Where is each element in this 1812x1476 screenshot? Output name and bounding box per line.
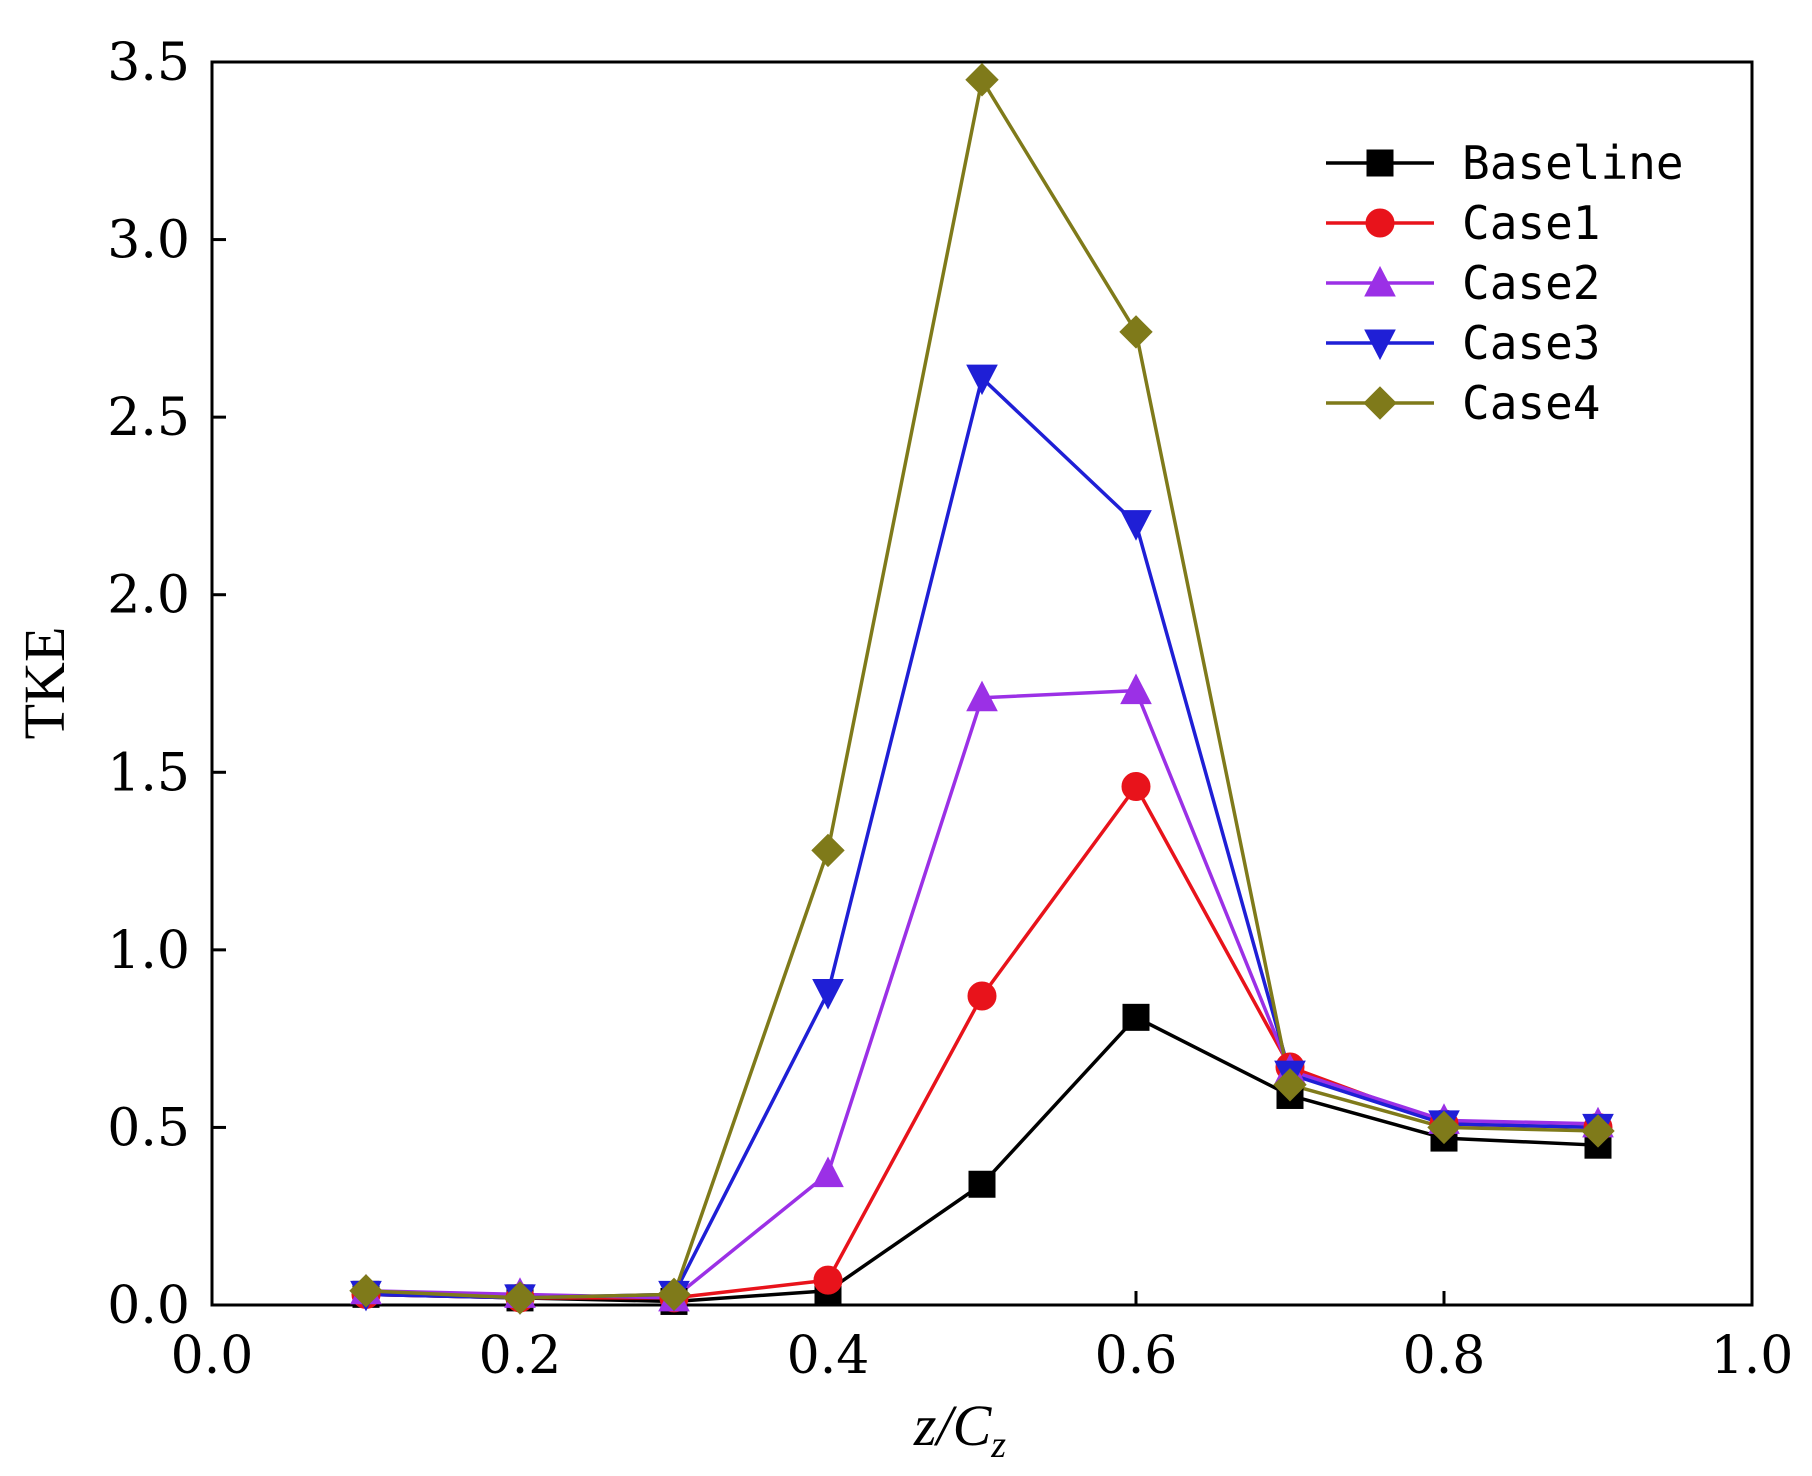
legend-entry-case2: Case2 — [1326, 256, 1600, 310]
series-markers-baseline — [352, 1003, 1612, 1315]
y-tick-label: 0.5 — [107, 1098, 190, 1158]
series-markers-case1 — [351, 771, 1613, 1313]
y-tick-label: 3.5 — [107, 33, 190, 93]
legend-swatch-marker — [1366, 149, 1394, 177]
y-tick-label: 1.5 — [107, 743, 190, 803]
data-point-case4 — [503, 1281, 537, 1315]
y-tick-label: 3.0 — [107, 211, 190, 271]
y-tick-label: 1.0 — [107, 921, 190, 981]
data-point-case1 — [1121, 771, 1151, 801]
y-axis-title: TKE — [12, 627, 77, 740]
series-line-case3 — [365, 376, 1599, 1300]
legend-label: Case4 — [1462, 376, 1600, 430]
legend-swatch-marker — [1363, 386, 1397, 420]
x-tick-label: 0.4 — [787, 1326, 870, 1386]
data-point-case4 — [1581, 1114, 1615, 1148]
legend-swatch-marker — [1365, 208, 1395, 238]
series-line-case1 — [365, 784, 1599, 1300]
x-tick-label: 1.0 — [1711, 1326, 1794, 1386]
legend-swatch-marker — [1364, 329, 1396, 361]
data-point-case4 — [1119, 315, 1153, 349]
data-point-case4 — [349, 1274, 383, 1308]
data-point-case3 — [1120, 510, 1152, 541]
legend-label: Case2 — [1462, 256, 1600, 310]
x-tick-label: 0.6 — [1095, 1326, 1178, 1386]
x-axis-title-subscript: z — [990, 1424, 1006, 1466]
legend-label: Case3 — [1462, 316, 1600, 370]
data-point-case2 — [966, 680, 998, 712]
legend-label: Baseline — [1462, 136, 1684, 190]
data-point-baseline — [1122, 1003, 1150, 1031]
legend-label: Case1 — [1462, 196, 1600, 250]
data-point-case3 — [966, 364, 998, 396]
legend-entry-case3: Case3 — [1326, 316, 1600, 370]
legend-entry-case4: Case4 — [1326, 376, 1600, 430]
y-tick-label: 2.0 — [107, 566, 190, 626]
series-markers-case4 — [349, 63, 1615, 1315]
x-tick-label: 0.0 — [171, 1326, 254, 1386]
x-axis-title-main: z/C — [913, 1393, 993, 1458]
x-axis-title: z/Cz — [913, 1393, 1006, 1466]
data-point-case4 — [965, 63, 999, 97]
data-point-case2 — [1120, 673, 1152, 705]
data-point-case1 — [813, 1265, 843, 1295]
y-tick-label: 0.0 — [107, 1276, 190, 1336]
series-line-baseline — [365, 1015, 1599, 1304]
legend-swatch-marker — [1364, 265, 1396, 297]
x-tick-label: 0.2 — [479, 1326, 562, 1386]
data-point-case4 — [657, 1277, 691, 1312]
data-point-case1 — [967, 981, 997, 1011]
data-point-case4 — [1273, 1068, 1307, 1102]
legend-entry-baseline: Baseline — [1326, 136, 1684, 190]
data-point-case4 — [811, 833, 845, 868]
plot-frame — [210, 60, 1754, 1307]
data-point-case2 — [812, 1156, 844, 1188]
legend-entry-case1: Case1 — [1326, 196, 1600, 250]
data-point-baseline — [968, 1170, 996, 1198]
x-tick-label: 0.8 — [1403, 1326, 1486, 1386]
data-point-case3 — [812, 978, 844, 1010]
data-point-case4 — [1427, 1110, 1461, 1145]
y-tick-label: 2.5 — [107, 388, 190, 448]
